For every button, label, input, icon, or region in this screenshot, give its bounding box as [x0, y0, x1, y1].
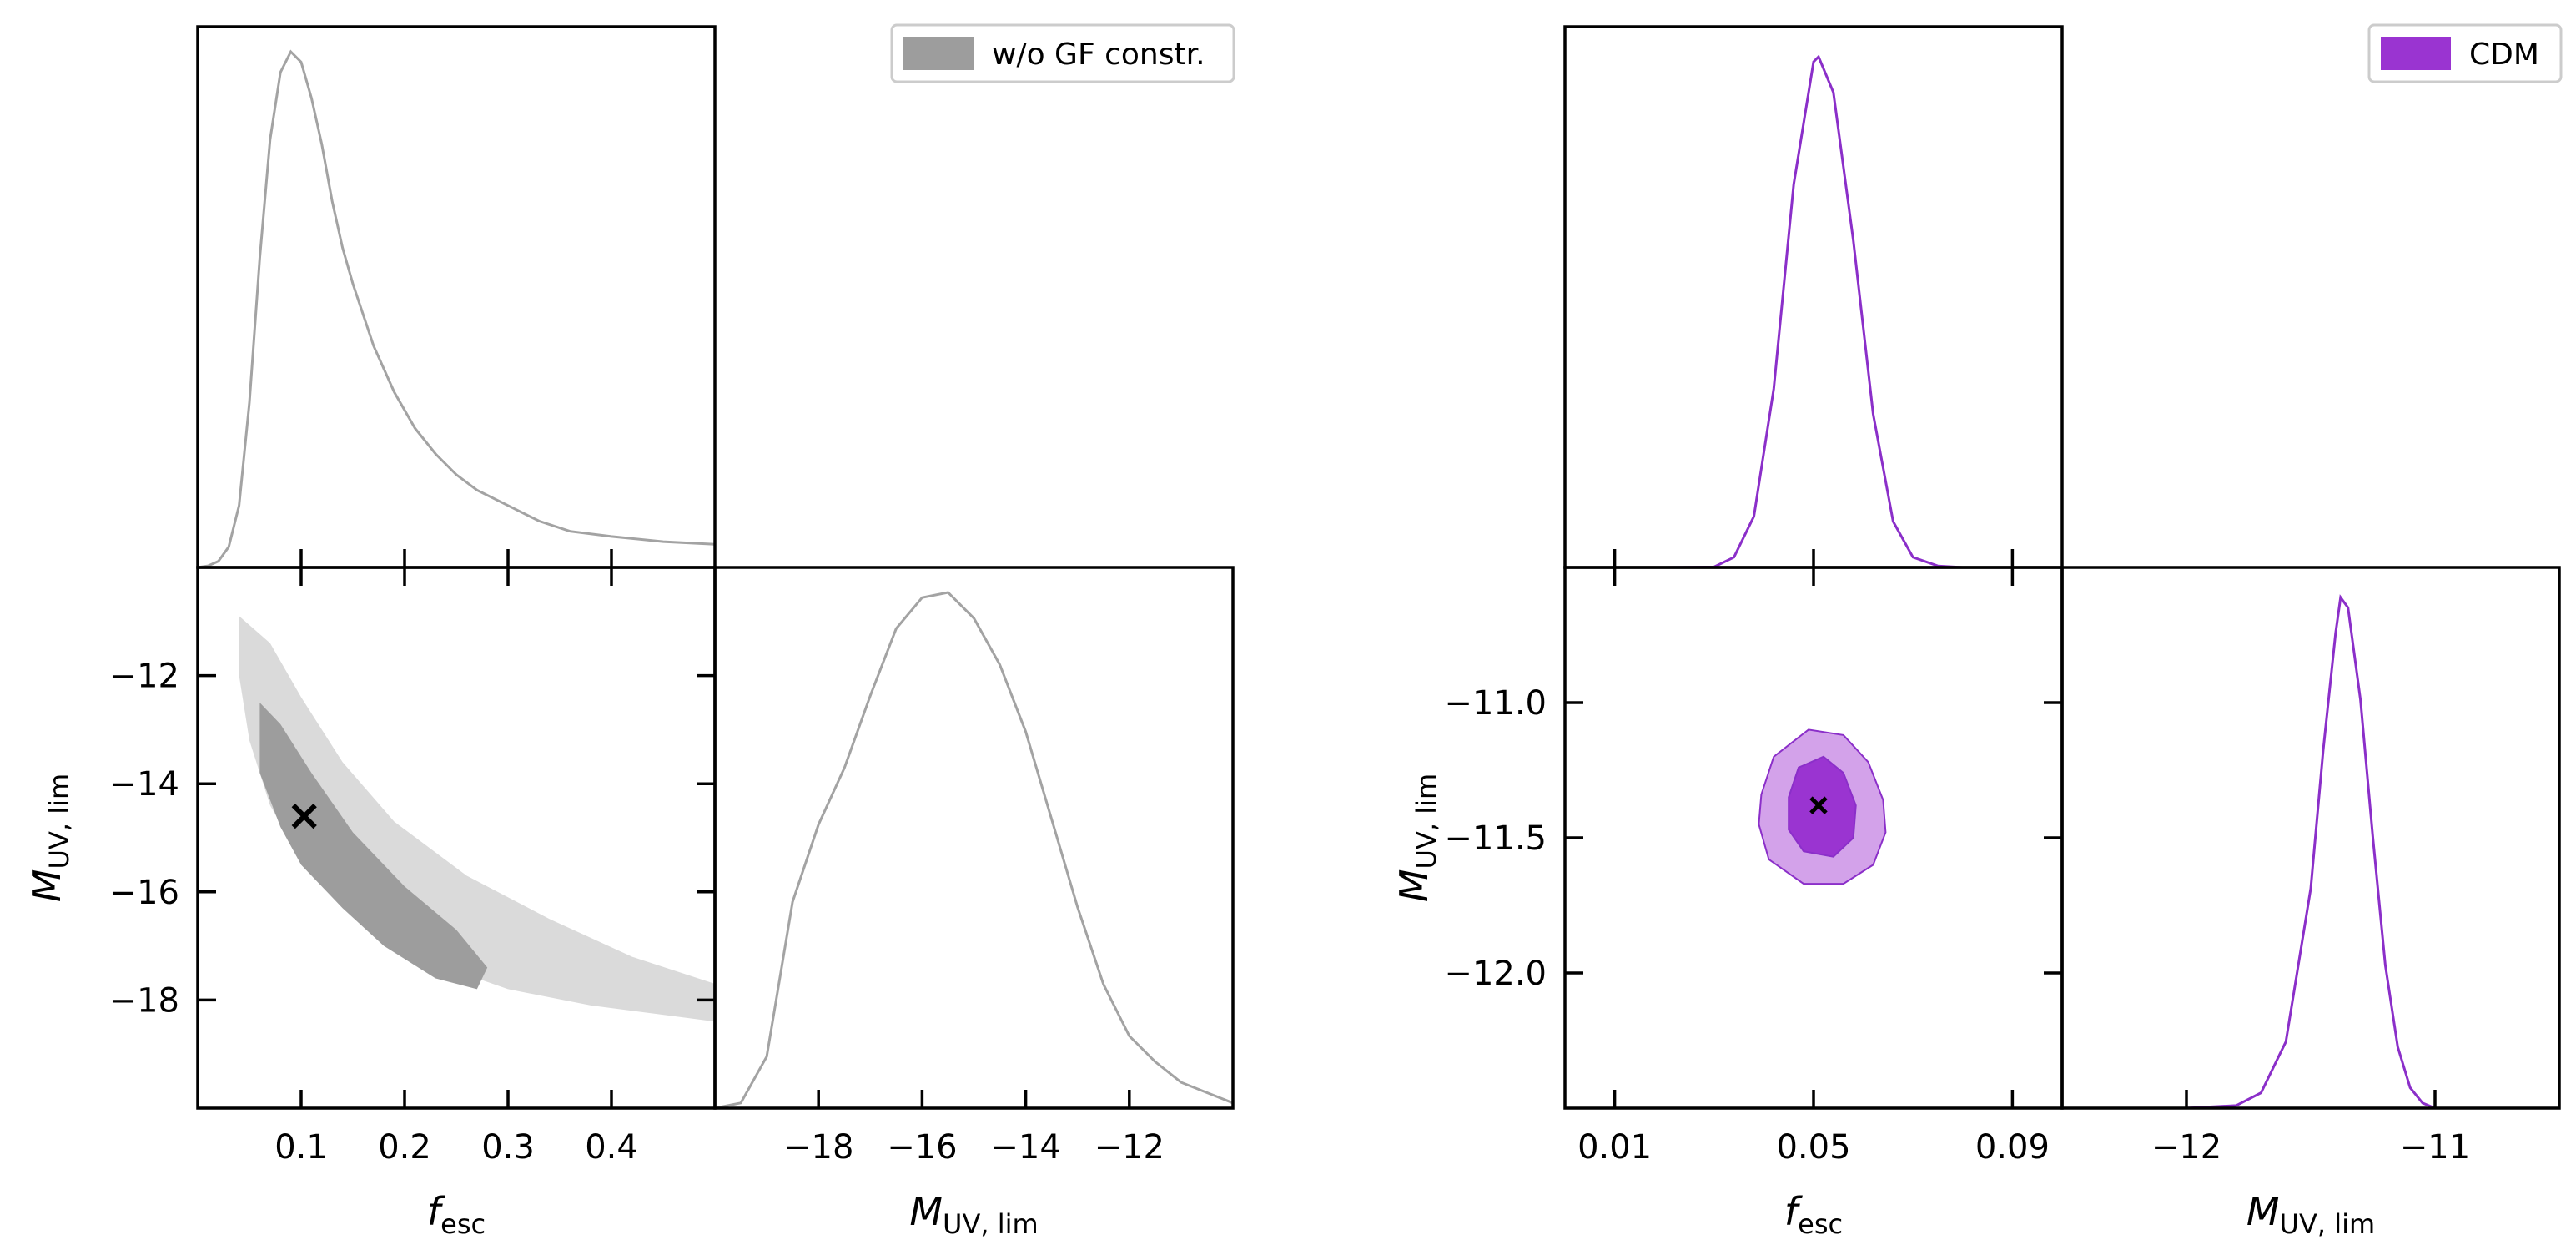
marginal-muv-panel	[2060, 566, 2561, 1110]
muv-x-axis-label: MUV, lim	[2246, 1189, 2375, 1240]
muv-y-tick-label: −12.0	[1444, 955, 1547, 993]
muv-y-tick-label: −12	[109, 658, 179, 696]
muv-x-axis-label: MUV, lim	[909, 1189, 1038, 1240]
muv-y-tick-label: −14	[109, 765, 179, 804]
muv-x-tick-label: −12	[1094, 1128, 1165, 1167]
legend-box	[890, 23, 1235, 83]
fesc-axis-label: fesc	[427, 1189, 486, 1240]
fesc-tick-label: 0.09	[1975, 1128, 2050, 1167]
muv-y-tick-label: −11.5	[1444, 819, 1547, 858]
marginal-fesc-curve	[197, 49, 716, 569]
muv-x-tick-label: −14	[990, 1128, 1060, 1167]
muv-y-tick-label: −18	[109, 981, 179, 1020]
contour-inner-region	[259, 703, 488, 990]
muv-y-tick-label: −16	[109, 874, 179, 912]
fesc-tick-label: 0.4	[585, 1128, 638, 1167]
best-fit-marker	[1809, 796, 1828, 814]
fesc-tick-label: 0.01	[1577, 1128, 1652, 1167]
marginal-muv-curve	[2062, 594, 2559, 1110]
marginal-fesc-panel	[1563, 25, 2064, 569]
best-fit-marker	[291, 803, 317, 829]
marginal-muv-curve	[714, 591, 1234, 1110]
muv-y-axis-label: MUV, lim	[24, 774, 75, 902]
muv-y-tick-label: −11.0	[1444, 684, 1547, 723]
fesc-tick-label: 0.05	[1776, 1128, 1850, 1167]
muv-y-axis-label: MUV, lim	[1391, 774, 1442, 902]
muv-x-tick-label: −11	[2400, 1128, 2470, 1167]
fesc-tick-label: 0.2	[378, 1128, 431, 1167]
muv-x-tick-label: −12	[2151, 1128, 2221, 1167]
legend-swatch	[903, 37, 974, 70]
fesc-tick-label: 0.1	[274, 1128, 328, 1167]
fesc-tick-label: 0.3	[481, 1128, 535, 1167]
fesc-axis-label: fesc	[1784, 1189, 1843, 1240]
muv-x-tick-label: −16	[887, 1128, 957, 1167]
marginal-fesc-curve	[1565, 54, 2062, 569]
marginal-muv-panel	[713, 566, 1235, 1110]
legend-swatch	[2381, 37, 2451, 70]
posterior-2d-panel	[196, 566, 717, 1110]
legend-label: CDM	[2469, 38, 2539, 72]
muv-x-tick-label: −18	[783, 1128, 853, 1167]
legend-label: w/o GF constr.	[992, 38, 1205, 72]
